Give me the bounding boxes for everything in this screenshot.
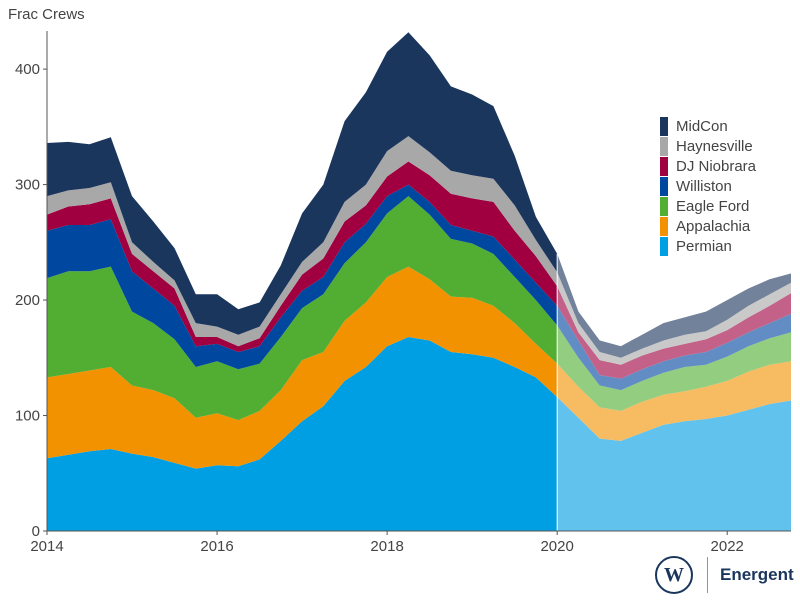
legend-item: Permian — [660, 236, 756, 256]
x-tick-label: 2018 — [370, 538, 403, 555]
x-tick-label: 2016 — [200, 538, 233, 555]
legend-label: Appalachia — [676, 217, 751, 235]
legend-swatch — [660, 176, 668, 196]
legend-item: MidCon — [660, 116, 756, 136]
area-appalachia — [47, 266, 791, 469]
legend-item: DJ Niobrara — [660, 156, 756, 176]
y-tick-label: 200 — [15, 292, 40, 309]
legend-label: Eagle Ford — [676, 197, 750, 215]
logo-divider — [707, 557, 708, 593]
y-tick-label: 300 — [15, 177, 40, 194]
legend-label: Permian — [676, 237, 732, 255]
legend-label: Haynesville — [676, 137, 753, 155]
legend-item: Haynesville — [660, 136, 756, 156]
legend-swatch — [660, 216, 668, 236]
y-tick-label: 400 — [15, 61, 40, 78]
legend-item: Eagle Ford — [660, 196, 756, 216]
y-tick-label: 0 — [32, 523, 40, 540]
area-eagle-ford — [47, 196, 791, 421]
energent-logo: W Energent — [655, 556, 794, 594]
y-axis-label: Frac Crews — [8, 6, 85, 23]
legend: MidCon Haynesville DJ Niobrara Williston Eag… — [660, 116, 756, 256]
area-permian — [47, 337, 791, 531]
logo-mark-icon: W — [655, 556, 693, 594]
x-tick-label: 2014 — [30, 538, 63, 555]
area-layers — [47, 32, 791, 531]
legend-swatch — [660, 196, 668, 216]
area-midcon — [47, 32, 791, 358]
x-tick-label: 2020 — [540, 538, 573, 555]
legend-item: Appalachia — [660, 216, 756, 236]
legend-item: Williston — [660, 176, 756, 196]
forecast-overlay — [557, 32, 791, 531]
legend-swatch — [660, 116, 668, 136]
legend-swatch — [660, 156, 668, 176]
legend-swatch — [660, 236, 668, 256]
y-tick-label: 100 — [15, 408, 40, 425]
x-tick-label: 2022 — [711, 538, 744, 555]
legend-label: Williston — [676, 177, 732, 195]
legend-swatch — [660, 136, 668, 156]
legend-label: MidCon — [676, 117, 728, 135]
legend-label: DJ Niobrara — [676, 157, 757, 175]
logo-text: Energent — [720, 565, 794, 584]
